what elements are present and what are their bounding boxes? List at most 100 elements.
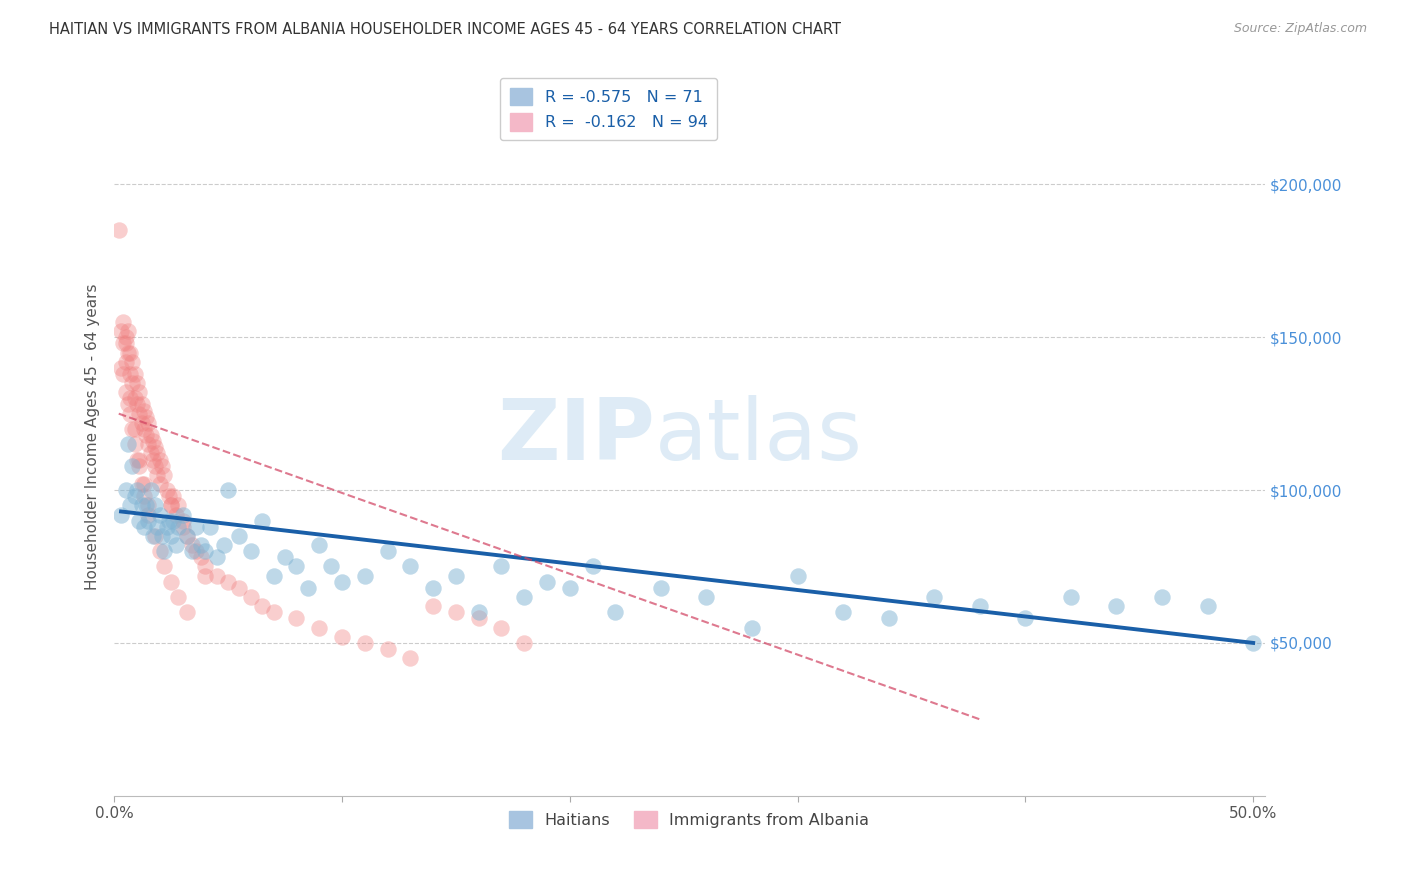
Point	[125, 483, 148, 497]
Point	[117, 345, 139, 359]
Point	[167, 520, 190, 534]
Point	[124, 437, 146, 451]
Point	[190, 538, 212, 552]
Point	[114, 330, 136, 344]
Point	[1060, 590, 1083, 604]
Point	[114, 385, 136, 400]
Point	[112, 315, 135, 329]
Point	[117, 324, 139, 338]
Point	[180, 538, 202, 552]
Point	[125, 452, 148, 467]
Point	[142, 452, 165, 467]
Point	[139, 428, 162, 442]
Point	[160, 499, 183, 513]
Point	[217, 574, 239, 589]
Point	[128, 458, 150, 473]
Point	[1105, 599, 1128, 614]
Point	[194, 544, 217, 558]
Point	[695, 590, 717, 604]
Point	[377, 544, 399, 558]
Point	[353, 568, 375, 582]
Point	[786, 568, 808, 582]
Point	[205, 568, 228, 582]
Point	[138, 514, 160, 528]
Point	[167, 590, 190, 604]
Point	[176, 605, 198, 619]
Point	[444, 605, 467, 619]
Point	[143, 499, 166, 513]
Point	[165, 538, 187, 552]
Point	[399, 651, 422, 665]
Point	[353, 636, 375, 650]
Point	[467, 605, 489, 619]
Point	[124, 367, 146, 381]
Text: Source: ZipAtlas.com: Source: ZipAtlas.com	[1233, 22, 1367, 36]
Point	[149, 508, 172, 522]
Point	[153, 559, 176, 574]
Point	[263, 605, 285, 619]
Point	[121, 376, 143, 390]
Point	[186, 544, 208, 558]
Point	[581, 559, 603, 574]
Point	[132, 403, 155, 417]
Point	[467, 611, 489, 625]
Point	[491, 559, 513, 574]
Point	[172, 508, 194, 522]
Point	[135, 428, 157, 442]
Point	[605, 605, 627, 619]
Point	[162, 514, 184, 528]
Point	[135, 409, 157, 424]
Point	[128, 407, 150, 421]
Point	[160, 499, 183, 513]
Point	[121, 422, 143, 436]
Point	[124, 422, 146, 436]
Point	[263, 568, 285, 582]
Point	[285, 559, 308, 574]
Point	[217, 483, 239, 497]
Point	[1014, 611, 1036, 625]
Point	[162, 489, 184, 503]
Point	[107, 223, 129, 237]
Point	[110, 360, 132, 375]
Point	[153, 544, 176, 558]
Point	[138, 437, 160, 451]
Point	[125, 397, 148, 411]
Point	[1241, 636, 1264, 650]
Text: ZIP: ZIP	[498, 395, 655, 478]
Point	[131, 477, 153, 491]
Point	[121, 458, 143, 473]
Point	[114, 483, 136, 497]
Point	[146, 467, 169, 482]
Point	[131, 416, 153, 430]
Point	[186, 520, 208, 534]
Point	[399, 559, 422, 574]
Point	[1150, 590, 1173, 604]
Point	[150, 458, 173, 473]
Point	[205, 550, 228, 565]
Point	[176, 529, 198, 543]
Point	[252, 599, 274, 614]
Point	[138, 508, 160, 522]
Point	[132, 489, 155, 503]
Point	[513, 636, 536, 650]
Point	[114, 354, 136, 368]
Point	[198, 520, 221, 534]
Point	[190, 550, 212, 565]
Point	[131, 499, 153, 513]
Point	[117, 397, 139, 411]
Point	[114, 336, 136, 351]
Point	[153, 467, 176, 482]
Point	[131, 397, 153, 411]
Point	[308, 621, 330, 635]
Point	[160, 529, 183, 543]
Point	[139, 483, 162, 497]
Point	[142, 434, 165, 449]
Point	[124, 489, 146, 503]
Point	[274, 550, 297, 565]
Point	[135, 499, 157, 513]
Point	[160, 574, 183, 589]
Point	[212, 538, 235, 552]
Point	[180, 544, 202, 558]
Point	[513, 590, 536, 604]
Point	[120, 367, 142, 381]
